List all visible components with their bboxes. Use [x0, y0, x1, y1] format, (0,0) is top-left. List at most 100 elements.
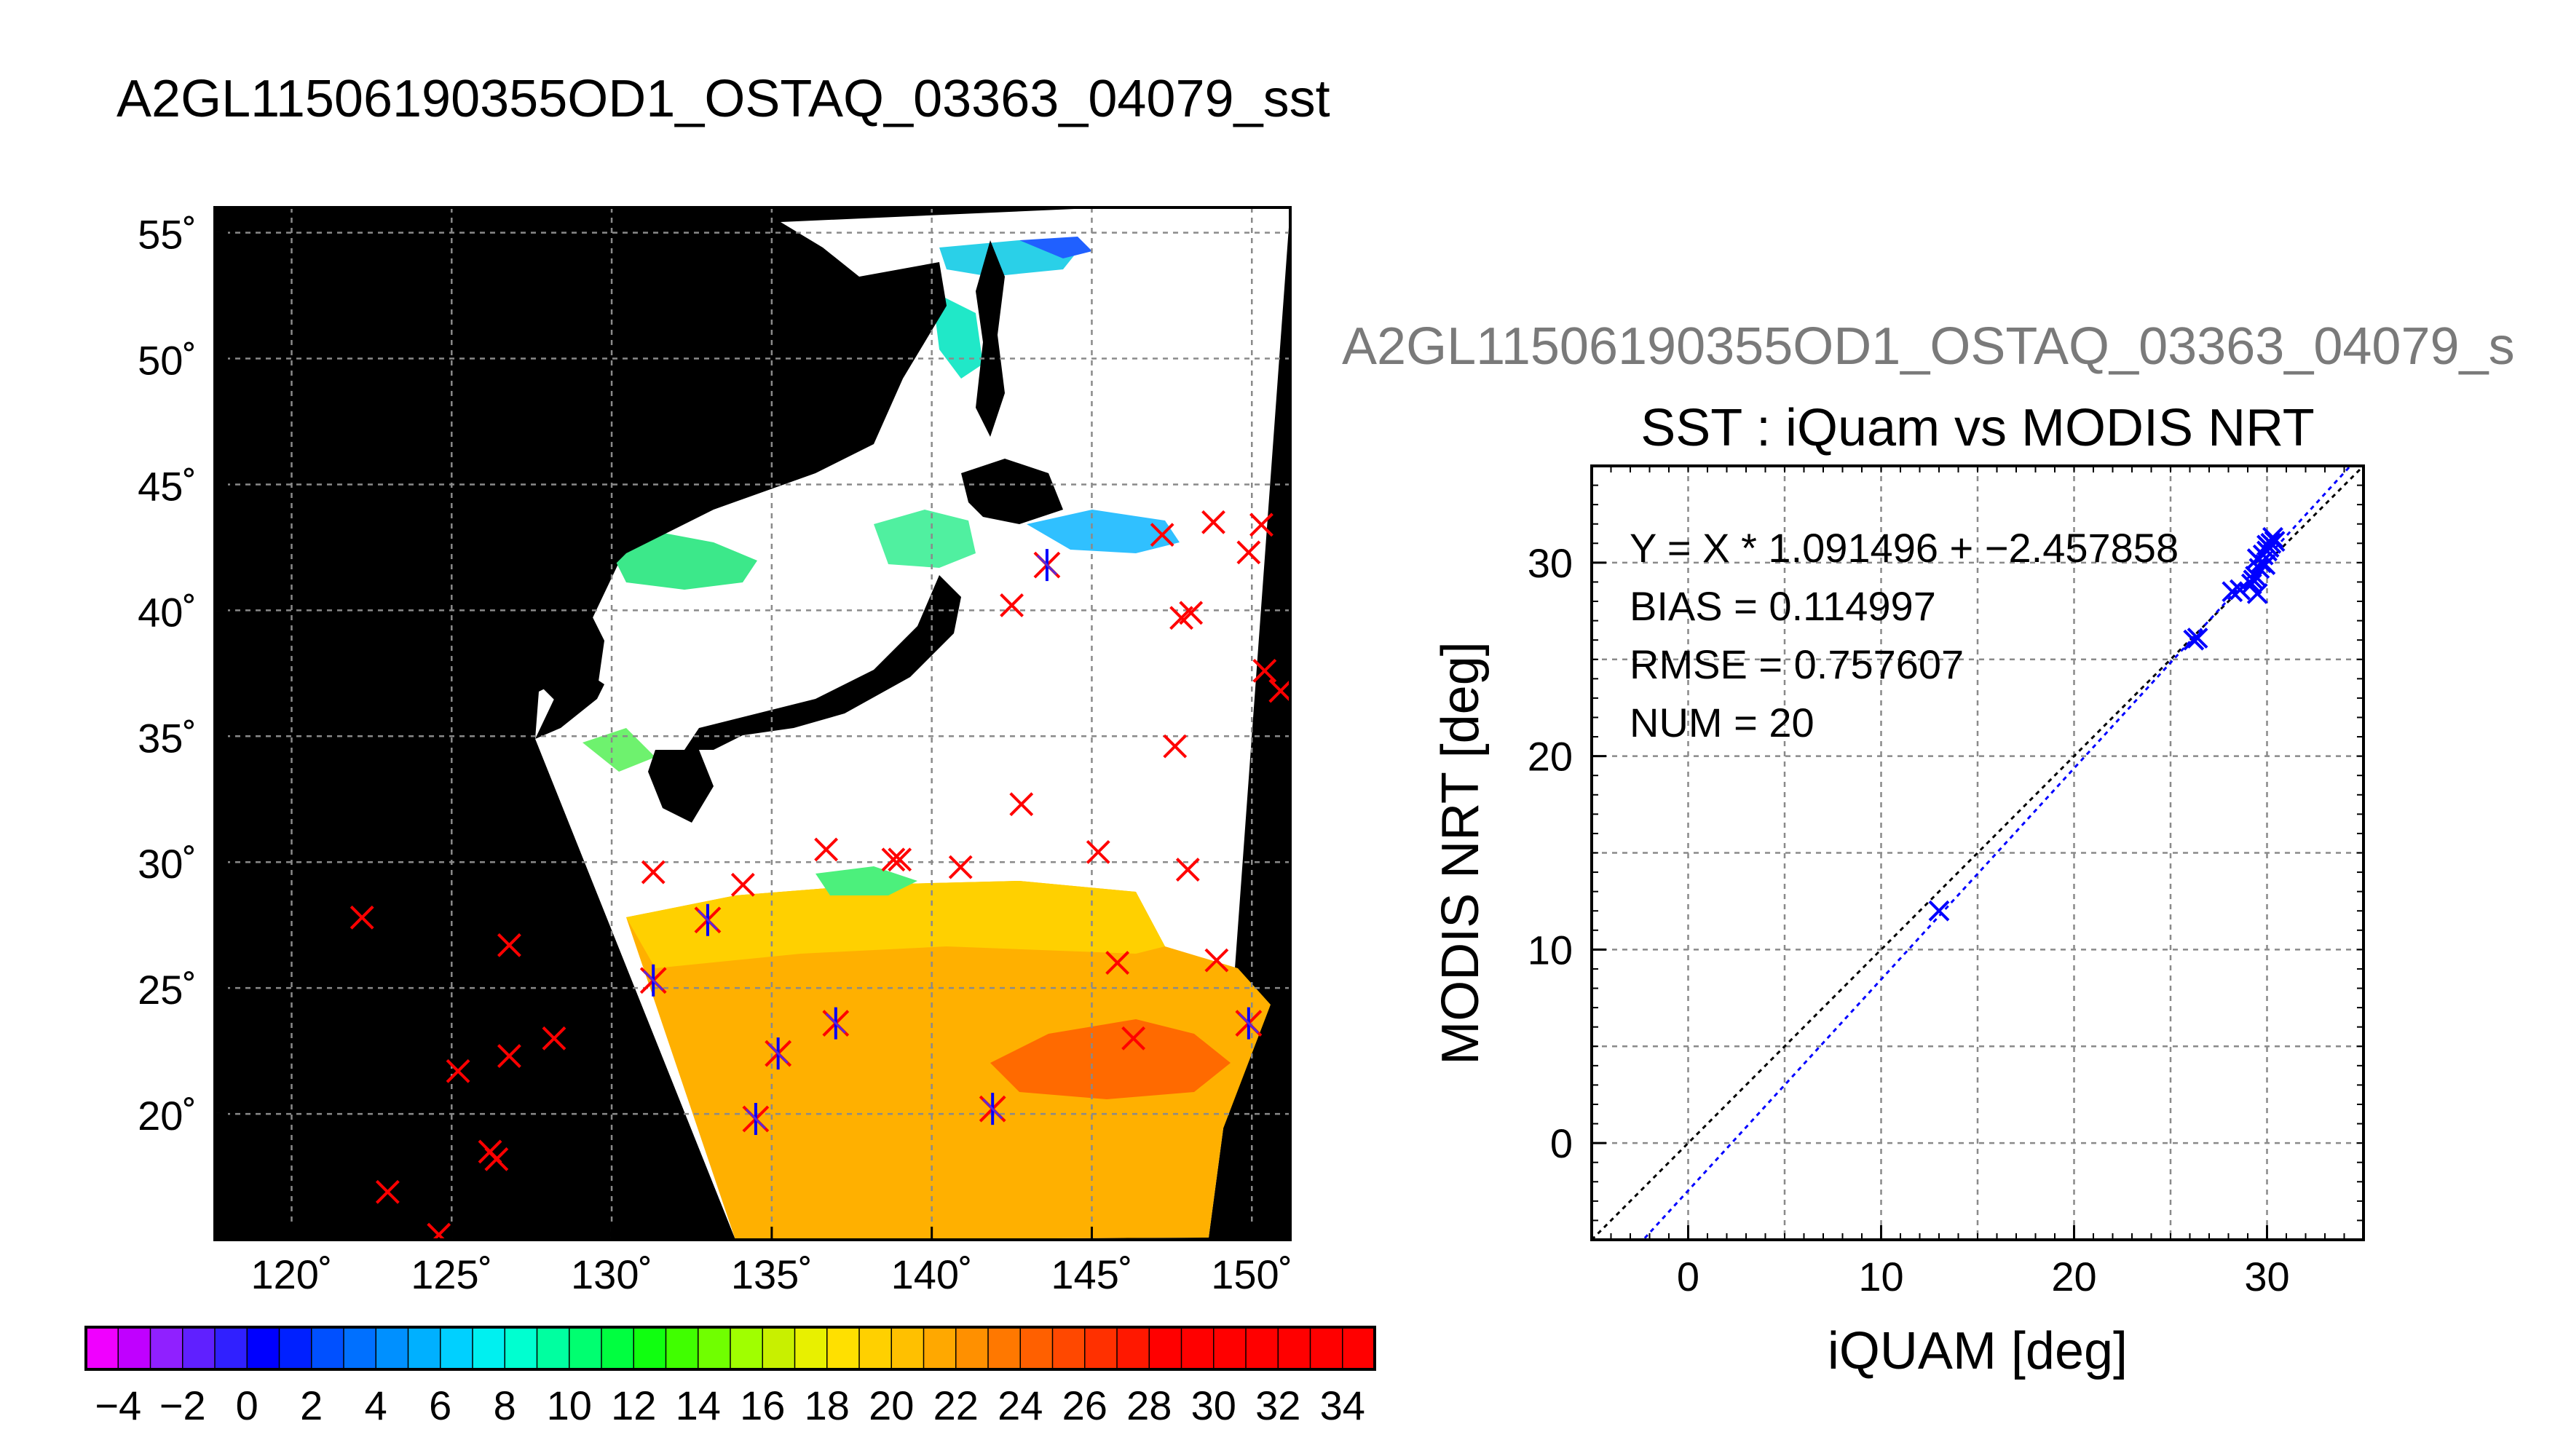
scatter-y-tick-label: 30	[1528, 540, 1573, 586]
scatter-x-tick-label: 20	[2051, 1254, 2096, 1299]
map-marker-x	[1268, 678, 1290, 703]
land-japan-kyushu	[648, 750, 714, 823]
colorbar-cell	[1148, 1326, 1182, 1370]
map-lat-tick-label: 35˚	[138, 715, 197, 761]
map-grid	[215, 207, 1290, 1240]
colorbar-cell	[375, 1326, 409, 1370]
map-marker-x	[948, 855, 973, 879]
stat-fit: Y = X * 1.091496 + −2.457858	[1630, 525, 2179, 571]
scatter-title: SST : iQuam vs MODIS NRT	[1640, 399, 2315, 457]
sst-green-patch-4	[583, 728, 655, 772]
map-lat-tick-label: 50˚	[138, 338, 197, 384]
colorbar-tick-label: 30	[1191, 1382, 1236, 1428]
colorbar-tick-label: 24	[998, 1382, 1043, 1428]
map-marker-x	[427, 1222, 451, 1240]
sst-blue-north	[1019, 237, 1092, 258]
colorbar-tick-label: 22	[933, 1382, 979, 1428]
map-marker-x	[497, 933, 521, 957]
map-marker-x	[350, 905, 374, 930]
figure-title: A2GL11506190355OD1_OSTAQ_03363_04079_sst	[117, 70, 1330, 128]
colorbar-tick-label: 28	[1126, 1382, 1172, 1428]
map-marker-matched	[1235, 1007, 1263, 1040]
map-lon-tick-label: 120˚	[250, 1251, 332, 1297]
map-marker-x	[1163, 734, 1188, 759]
map-frame	[213, 206, 1292, 1241]
map-marker-x	[1252, 658, 1277, 683]
map-marker-x	[1009, 792, 1034, 817]
scatter-ticks: 0 10 20 30 0 10 20 30	[1528, 465, 2364, 1299]
scatter-panel-filename: A2GL11506190355OD1_OSTAQ_03363_04079_s	[1342, 317, 2515, 376]
map-marker-x	[1236, 540, 1261, 565]
map-marker-matched	[979, 1093, 1006, 1125]
land-asia	[215, 207, 947, 1240]
map-marker-x	[641, 860, 666, 885]
x-axis-label: iQUAM [deg]	[1828, 1322, 2128, 1380]
scatter-points	[1928, 526, 2286, 922]
map-marker-x	[497, 1044, 521, 1068]
map-marker-matched	[822, 1007, 850, 1040]
scatter-point	[2246, 548, 2268, 569]
colorbar-tick-label: 20	[869, 1382, 914, 1428]
scatter-point	[2243, 569, 2264, 591]
scatter-y-tick-label: 20	[1528, 734, 1573, 780]
scatter-point	[2256, 534, 2278, 556]
sst-hot-spot	[990, 1019, 1231, 1099]
scatter-y-tick-label: 0	[1550, 1120, 1573, 1166]
sst-yellow-band	[626, 881, 1165, 968]
sst-green-patch-3	[816, 866, 917, 895]
map-ticks: 55˚ 50˚ 45˚ 40˚ 35˚ 30˚ 25˚ 20˚ 120˚ 125˚ 130˚ 135˚…	[138, 212, 1292, 1297]
land-sakhalin	[976, 240, 1005, 437]
map-lat-tick-label: 30˚	[138, 841, 197, 887]
colorbar-tick-label: 6	[429, 1382, 451, 1428]
colorbar-tick-label: 26	[1062, 1382, 1107, 1428]
land-japan-honshu	[684, 575, 961, 750]
colorbar-tick-label: 32	[1255, 1382, 1300, 1428]
map-marker-x	[375, 1179, 400, 1204]
map-lon-tick-label: 140˚	[891, 1251, 973, 1297]
map-lon-tick-label: 135˚	[731, 1251, 813, 1297]
map-marker-matched	[765, 1037, 792, 1070]
colorbar-cell	[536, 1326, 570, 1370]
map-marker-x	[1201, 510, 1225, 534]
colorbar-cell	[665, 1326, 699, 1370]
colorbar-tick-label: 34	[1320, 1382, 1365, 1428]
map-marker-x	[1175, 858, 1200, 882]
map-marker-x	[446, 1059, 470, 1083]
map-marker-x	[814, 837, 839, 862]
colorbar-tick-label: 2	[300, 1382, 323, 1428]
map-marker-x	[881, 847, 906, 872]
map-marker-x	[730, 872, 755, 897]
colorbar-tick-label: −2	[159, 1382, 206, 1428]
colorbar-cell	[149, 1326, 183, 1370]
colorbar-cell	[1051, 1326, 1086, 1370]
scatter-x-tick-label: 0	[1677, 1254, 1699, 1299]
colorbar-cell	[730, 1326, 764, 1370]
colorbar-cell	[955, 1326, 990, 1370]
stat-rmse: RMSE = 0.757607	[1630, 641, 1964, 687]
map-markers	[350, 510, 1290, 1240]
map-lon-tick-label: 125˚	[411, 1251, 492, 1297]
map-marker-x	[1105, 951, 1130, 975]
colorbar-tick-label: 12	[611, 1382, 656, 1428]
scatter-point	[2187, 628, 2208, 649]
sst-green-patch-2	[874, 510, 976, 568]
colorbar-cell	[407, 1326, 441, 1370]
map-marker-x	[542, 1026, 566, 1051]
map-lat-tick-label: 25˚	[138, 967, 197, 1013]
land-korea	[539, 597, 604, 713]
colorbar-tick-label: 10	[547, 1382, 592, 1428]
stat-bias: BIAS = 0.114997	[1630, 583, 1936, 629]
scatter-point	[2246, 582, 2268, 604]
map-lon-tick-label: 145˚	[1051, 1251, 1132, 1297]
colorbar-tick-label: −4	[95, 1382, 141, 1428]
sst-teal-japan-sea	[932, 291, 983, 379]
map-lat-tick-label: 45˚	[138, 463, 197, 509]
scatter-grid	[1592, 466, 2364, 1240]
colorbar-tick-label: 4	[365, 1382, 387, 1428]
map-lat-tick-label: 40˚	[138, 589, 197, 635]
colorbar-cell	[1309, 1326, 1343, 1370]
map-lat-tick-label: 20˚	[138, 1093, 197, 1139]
